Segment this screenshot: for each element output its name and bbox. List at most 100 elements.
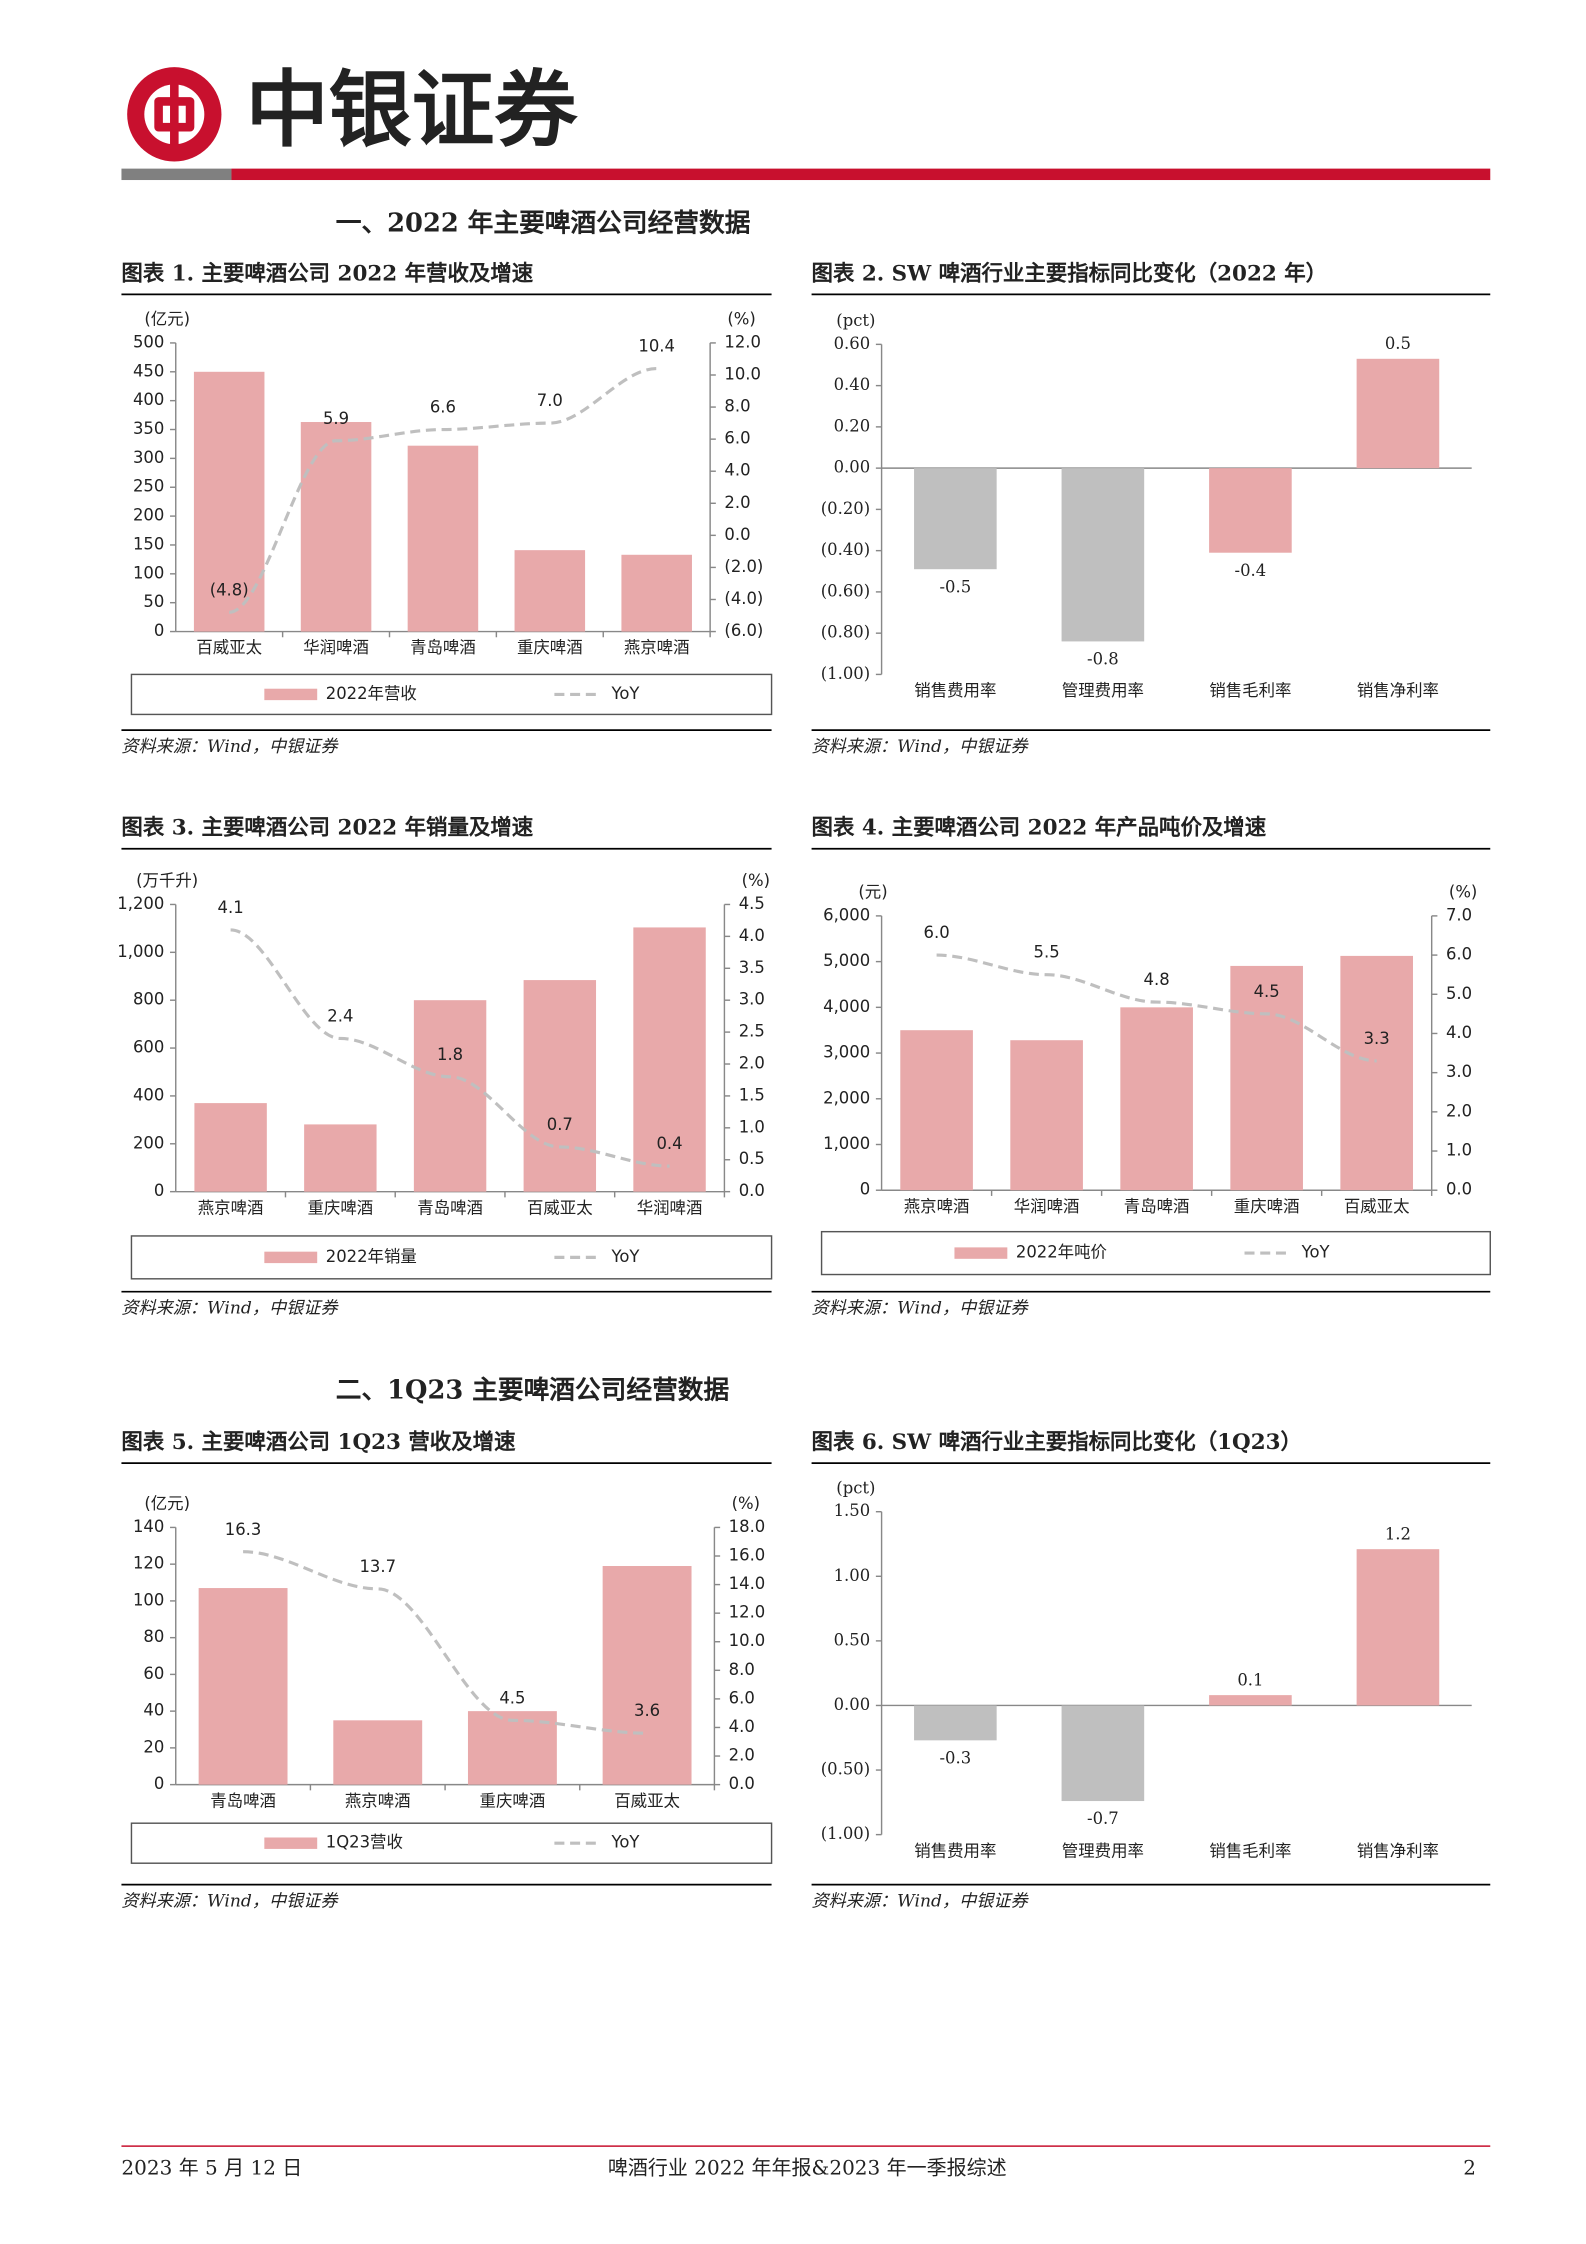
legend-box [130, 673, 773, 716]
y-axis-label: (万千升) [136, 871, 198, 890]
x-tick-label: 燕京啤酒 [624, 638, 690, 657]
figure-title: 图表 6. SW 啤酒行业主要指标同比变化（1Q23） [812, 1429, 1302, 1455]
bar [194, 1103, 267, 1192]
y2-tick-label: 4.0 [1446, 1023, 1472, 1042]
footer-report: 啤酒行业 2022 年年报&2023 年一季报综述 [608, 2155, 1007, 2179]
y-tick-label: 1.50 [834, 1501, 871, 1520]
data-label: 4.8 [1144, 970, 1170, 989]
x-tick-label: 青岛啤酒 [410, 638, 476, 657]
y-axis-label: (亿元) [144, 1494, 190, 1513]
x-tick-label: 重庆啤酒 [1234, 1197, 1300, 1216]
section-title: 二、1Q23 主要啤酒公司经营数据 [336, 1375, 730, 1406]
y2-tick-label: 14.0 [729, 1574, 766, 1593]
footer-date: 2023 年 5 月 12 日 [121, 2155, 302, 2179]
bar [1061, 468, 1145, 642]
bar [300, 422, 372, 632]
y-tick-label: 0.00 [834, 1695, 871, 1714]
y2-axis-label: (%) [732, 1494, 760, 1513]
data-label: 5.5 [1034, 943, 1060, 962]
legend-swatch [264, 1837, 318, 1849]
source: 资料来源：Wind，中银证券 [121, 1298, 339, 1318]
x-tick-label: 燕京啤酒 [904, 1197, 970, 1216]
y2-tick-label: 3.5 [739, 958, 765, 977]
bar [1061, 1705, 1145, 1802]
y2-tick-label: 0.0 [724, 525, 750, 544]
bar [621, 554, 692, 632]
y-tick-label: 1,200 [117, 894, 164, 913]
y-tick-label: 800 [133, 990, 164, 1009]
bar [914, 468, 997, 570]
data-label: (4.8) [210, 580, 249, 599]
y-tick-label: 40 [143, 1701, 164, 1720]
y-tick-label: 5,000 [823, 951, 870, 970]
x-tick-label: 华润啤酒 [303, 638, 369, 657]
y-tick-label: (0.60) [821, 581, 870, 600]
data-label: 3.6 [634, 1701, 660, 1720]
bar [304, 1124, 377, 1192]
bar [1230, 965, 1303, 1191]
legend-box [130, 1822, 773, 1864]
y-tick-label: 400 [133, 1085, 164, 1104]
bar [198, 1588, 288, 1785]
y-tick-label: 2,000 [823, 1088, 870, 1107]
y2-tick-label: 0.5 [739, 1149, 765, 1168]
y-tick-label: (1.00) [821, 1824, 870, 1843]
figure-title: 图表 1. 主要啤酒公司 2022 年营收及增速 [121, 260, 533, 286]
data-label: 13.7 [359, 1557, 396, 1576]
y-tick-label: 300 [133, 448, 164, 467]
y2-tick-label: 5.0 [1446, 984, 1472, 1003]
header-bar [121, 168, 232, 181]
x-tick-label: 销售净利率 [1357, 681, 1439, 700]
y2-tick-label: 2.5 [739, 1022, 765, 1041]
y2-tick-label: 12.0 [724, 332, 761, 351]
data-label: 10.4 [638, 337, 675, 356]
footer-page: 2 [1463, 2155, 1476, 2179]
data-label: 4.5 [499, 1688, 525, 1707]
figure-title: 图表 3. 主要啤酒公司 2022 年销量及增速 [121, 815, 533, 841]
y-tick-label: 0.50 [834, 1630, 871, 1649]
x-tick-label: 管理费用率 [1062, 1841, 1144, 1860]
bar [333, 1720, 423, 1785]
legend-swatch [954, 1247, 1008, 1259]
y-axis-label: (亿元) [144, 310, 190, 329]
data-label: 6.0 [924, 923, 950, 942]
y2-tick-label: (4.0) [724, 589, 763, 608]
y-axis-label: (pct) [836, 1478, 875, 1497]
y-tick-label: 4,000 [823, 997, 870, 1016]
x-tick-label: 管理费用率 [1062, 681, 1144, 700]
data-label: -0.7 [1087, 1809, 1119, 1828]
logo-text: 中银证券 [246, 61, 579, 159]
bar [1010, 1040, 1083, 1191]
y-tick-label: 100 [133, 563, 164, 582]
bar [523, 980, 597, 1192]
x-tick-label: 重庆啤酒 [308, 1198, 374, 1217]
y-tick-label: 600 [133, 1038, 164, 1057]
y-tick-label: 400 [133, 390, 164, 409]
x-tick-label: 燕京啤酒 [198, 1198, 264, 1217]
y2-tick-label: 12.0 [729, 1603, 766, 1622]
bar [914, 1705, 997, 1741]
y-tick-label: (0.50) [821, 1760, 870, 1779]
y2-tick-label: 2.0 [1446, 1101, 1472, 1120]
y2-tick-label: 18.0 [729, 1517, 766, 1536]
y-tick-label: 450 [133, 361, 164, 380]
legend-swatch [264, 688, 318, 701]
x-tick-label: 华润啤酒 [637, 1198, 703, 1217]
figure-title: 图表 4. 主要啤酒公司 2022 年产品吨价及增速 [812, 815, 1267, 841]
x-tick-label: 重庆啤酒 [517, 638, 583, 657]
x-tick-label: 销售费用率 [914, 1841, 996, 1860]
x-tick-label: 百威亚太 [614, 1791, 680, 1810]
y-tick-label: 200 [133, 506, 164, 525]
yoy-line [243, 1550, 648, 1735]
y2-tick-label: 1.0 [739, 1117, 765, 1136]
y2-tick-label: 4.0 [729, 1717, 755, 1736]
y2-tick-label: 2.0 [739, 1054, 765, 1073]
x-tick-label: 华润啤酒 [1014, 1197, 1080, 1216]
x-tick-label: 百威亚太 [1344, 1197, 1410, 1216]
y-tick-label: 200 [133, 1133, 164, 1152]
header-bar [231, 168, 1491, 181]
data-label: 0.5 [1385, 334, 1411, 353]
y2-tick-label: 10.0 [724, 365, 761, 384]
